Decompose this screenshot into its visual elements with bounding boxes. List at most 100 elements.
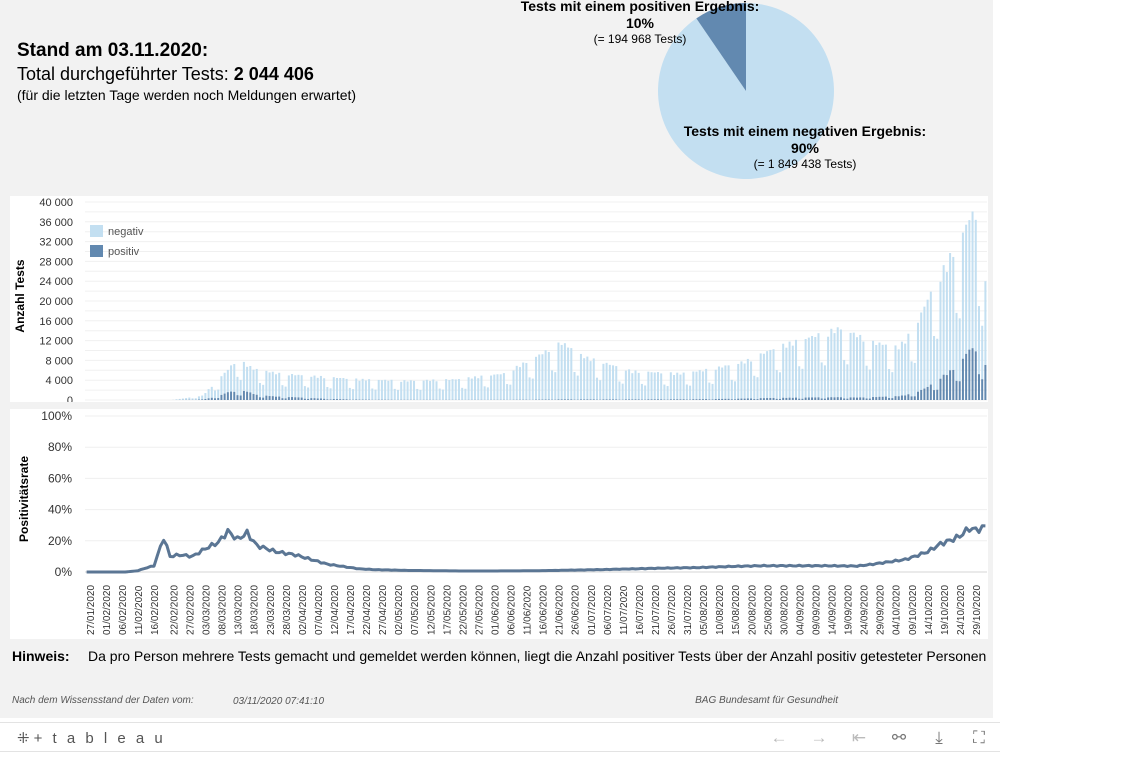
bar-positive[interactable] xyxy=(884,396,887,400)
bar-negative[interactable] xyxy=(689,385,692,400)
bar-negative[interactable] xyxy=(807,337,810,398)
bar-positive[interactable] xyxy=(602,399,605,400)
bar-negative[interactable] xyxy=(506,384,509,400)
bar-positive[interactable] xyxy=(839,397,842,400)
bar-positive[interactable] xyxy=(695,399,698,400)
bar-negative[interactable] xyxy=(888,369,891,398)
bar-negative[interactable] xyxy=(467,377,470,400)
bar-negative[interactable] xyxy=(557,342,560,400)
bar-negative[interactable] xyxy=(425,379,428,400)
bar-positive[interactable] xyxy=(833,397,836,400)
bar-negative[interactable] xyxy=(457,379,460,400)
bar-negative[interactable] xyxy=(820,362,823,399)
bar-positive[interactable] xyxy=(746,398,749,400)
bar-positive[interactable] xyxy=(981,379,984,400)
bar-negative[interactable] xyxy=(291,373,294,398)
bar-positive[interactable] xyxy=(936,389,939,400)
bar-positive[interactable] xyxy=(801,398,804,400)
bar-negative[interactable] xyxy=(490,375,493,400)
bar-positive[interactable] xyxy=(291,397,294,400)
bar-negative[interactable] xyxy=(236,376,239,396)
bar-negative[interactable] xyxy=(249,366,252,393)
bar-negative[interactable] xyxy=(804,339,807,398)
bar-positive[interactable] xyxy=(737,398,740,400)
bar-negative[interactable] xyxy=(762,353,765,399)
bar-positive[interactable] xyxy=(961,358,964,400)
bar-positive[interactable] xyxy=(965,353,968,400)
bar-negative[interactable] xyxy=(766,351,769,399)
bar-positive[interactable] xyxy=(820,398,823,401)
bar-negative[interactable] xyxy=(727,365,730,399)
bar-positive[interactable] xyxy=(557,399,560,400)
bar-negative[interactable] xyxy=(884,344,887,397)
bar-positive[interactable] xyxy=(734,399,737,400)
bar-positive[interactable] xyxy=(939,378,942,400)
bar-positive[interactable] xyxy=(326,399,329,400)
bar-positive[interactable] xyxy=(676,399,679,400)
bar-positive[interactable] xyxy=(798,398,801,400)
bar-negative[interactable] xyxy=(775,370,778,399)
bar-negative[interactable] xyxy=(778,372,781,399)
bar-negative[interactable] xyxy=(560,344,563,400)
bar-negative[interactable] xyxy=(965,224,968,354)
bar-positive[interactable] xyxy=(750,398,753,400)
bar-positive[interactable] xyxy=(631,399,634,400)
bar-positive[interactable] xyxy=(692,399,695,400)
bar-negative[interactable] xyxy=(865,365,868,399)
bar-negative[interactable] xyxy=(323,378,326,399)
bar-negative[interactable] xyxy=(535,356,538,400)
bar-positive[interactable] xyxy=(650,399,653,400)
bar-positive[interactable] xyxy=(881,396,884,400)
bar-positive[interactable] xyxy=(977,374,980,400)
bar-negative[interactable] xyxy=(647,371,650,400)
bar-positive[interactable] xyxy=(217,398,220,400)
bar-negative[interactable] xyxy=(772,349,775,398)
bar-negative[interactable] xyxy=(477,378,480,400)
bar-positive[interactable] xyxy=(814,397,817,400)
bar-negative[interactable] xyxy=(486,387,489,400)
bar-positive[interactable] xyxy=(875,397,878,400)
bar-negative[interactable] xyxy=(872,340,875,398)
bar-negative[interactable] xyxy=(846,364,849,399)
bar-positive[interactable] xyxy=(242,390,245,400)
bar-positive[interactable] xyxy=(246,391,249,400)
bar-positive[interactable] xyxy=(201,399,204,400)
bar-negative[interactable] xyxy=(390,379,393,400)
bar-negative[interactable] xyxy=(464,388,467,400)
bar-negative[interactable] xyxy=(830,328,833,398)
bar-negative[interactable] xyxy=(416,388,419,400)
bar-negative[interactable] xyxy=(226,369,229,393)
bar-negative[interactable] xyxy=(823,365,826,399)
bar-positive[interactable] xyxy=(711,399,714,400)
bar-negative[interactable] xyxy=(319,375,322,399)
undo-icon[interactable]: ← xyxy=(770,728,788,747)
bar-positive[interactable] xyxy=(605,399,608,400)
bar-negative[interactable] xyxy=(570,348,573,400)
bar-positive[interactable] xyxy=(628,399,631,400)
bar-negative[interactable] xyxy=(868,369,871,399)
bar-positive[interactable] xyxy=(916,391,919,400)
bar-positive[interactable] xyxy=(836,397,839,400)
bar-negative[interactable] xyxy=(839,329,842,398)
bar-negative[interactable] xyxy=(502,373,505,400)
bar-positive[interactable] xyxy=(852,397,855,400)
bar-negative[interactable] xyxy=(181,398,184,400)
bar-positive[interactable] xyxy=(230,391,233,400)
bar-negative[interactable] xyxy=(303,386,306,399)
bar-negative[interactable] xyxy=(743,363,746,399)
bar-negative[interactable] xyxy=(913,362,916,397)
bar-negative[interactable] xyxy=(926,299,929,387)
download-icon[interactable]: ⤓ xyxy=(935,728,943,747)
bar-positive[interactable] xyxy=(281,398,284,400)
bar-negative[interactable] xyxy=(538,354,541,400)
legend-swatch-positive[interactable] xyxy=(90,245,103,257)
bar-negative[interactable] xyxy=(589,361,592,400)
bar-negative[interactable] xyxy=(945,272,948,376)
bar-negative[interactable] xyxy=(855,337,858,398)
bar-positive[interactable] xyxy=(984,364,987,400)
bar-negative[interactable] xyxy=(929,291,932,385)
bar-negative[interactable] xyxy=(759,353,762,399)
bar-positive[interactable] xyxy=(753,399,756,400)
bar-negative[interactable] xyxy=(971,211,974,349)
bar-negative[interactable] xyxy=(374,389,377,400)
